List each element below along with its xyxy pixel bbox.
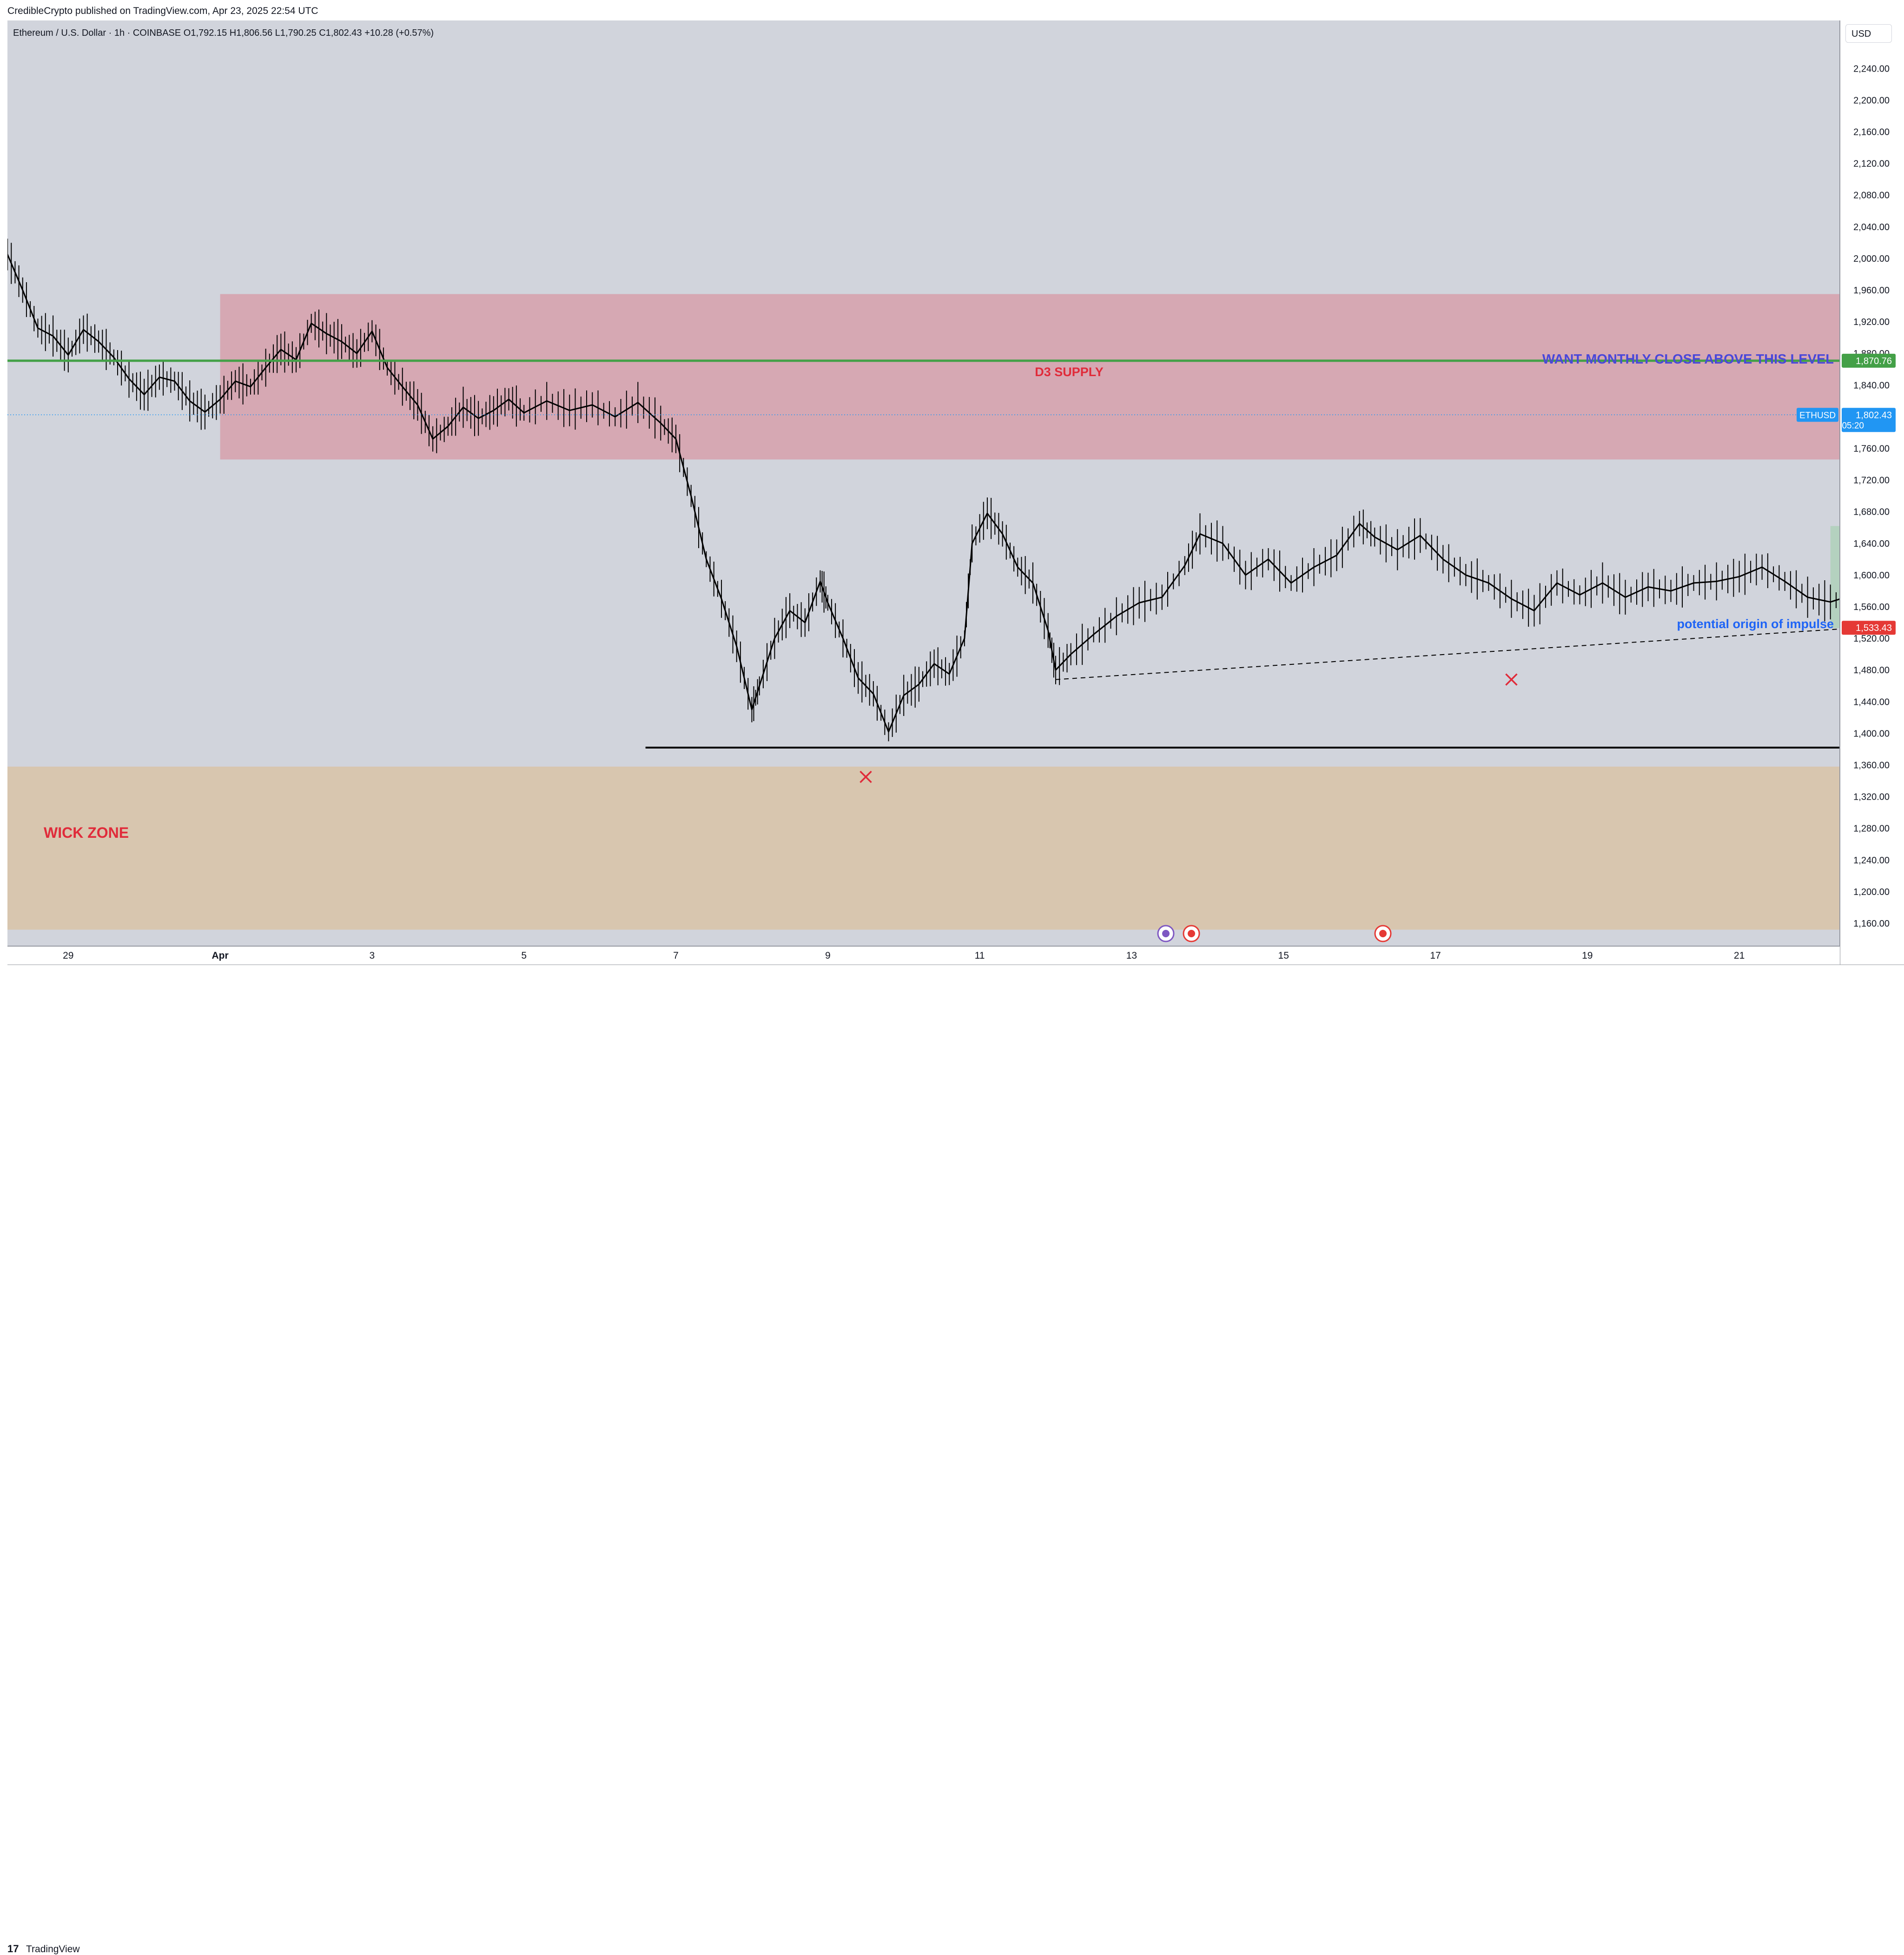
- origin-label: potential origin of impulse: [1677, 617, 1834, 631]
- candle-wicks: [7, 239, 1837, 742]
- x-tick-label: 13: [1126, 950, 1137, 961]
- y-tick-label: 1,960.00: [1853, 285, 1890, 296]
- y-tick-label: 1,440.00: [1853, 697, 1890, 707]
- y-tick-label: 1,160.00: [1853, 919, 1890, 929]
- y-tick-label: 2,080.00: [1853, 191, 1890, 201]
- event-icon-dot-2: [1379, 930, 1387, 937]
- currency-selector[interactable]: USD: [1845, 24, 1892, 43]
- tradingview-logo-icon: 17: [7, 1943, 19, 1955]
- price-label-sub: 05:20: [1842, 421, 1864, 431]
- x-tick-label: 17: [1430, 950, 1441, 961]
- x-tick-label: 19: [1582, 950, 1593, 961]
- zone-1: [1830, 526, 1840, 628]
- y-tick-label: 1,520.00: [1853, 634, 1890, 644]
- y-tick-label: 1,280.00: [1853, 824, 1890, 834]
- y-tick-label: 1,840.00: [1853, 380, 1890, 391]
- x-tick-label: Apr: [212, 950, 229, 961]
- price-axis-bg: [1840, 20, 1904, 946]
- zone-label-supply: D3 SUPPLY: [1035, 365, 1104, 379]
- x-tick-label: 29: [63, 950, 73, 961]
- x-tick-label: 5: [521, 950, 527, 961]
- y-tick-label: 1,680.00: [1853, 507, 1890, 517]
- price-label-2: 1,533.43: [1856, 623, 1892, 633]
- price-chart[interactable]: D3 SUPPLY WICK ZONE WANT MONTHLY CLOSE ABO…: [0, 0, 1904, 993]
- chart-legend: Ethereum / U.S. Dollar · 1h · COINBASE O…: [13, 28, 434, 38]
- price-label-bg-2: [1842, 621, 1896, 635]
- y-tick-label: 2,040.00: [1853, 222, 1890, 232]
- tradingview-brand: TradingView: [26, 1944, 80, 1955]
- x-tick-label: 9: [825, 950, 831, 961]
- price-label-0: 1,870.76: [1856, 356, 1892, 366]
- x-marker-0-b: [1505, 673, 1518, 686]
- y-tick-label: 1,720.00: [1853, 476, 1890, 486]
- zone-label-wick: WICK ZONE: [44, 824, 129, 841]
- price-label-bg-1: [1842, 408, 1896, 432]
- x-marker-1-b: [859, 770, 872, 783]
- symbol-tag-bg: [1797, 408, 1838, 422]
- y-tick-label: 1,360.00: [1853, 761, 1890, 771]
- y-tick-label: 2,000.00: [1853, 254, 1890, 264]
- y-tick-label: 1,320.00: [1853, 792, 1890, 802]
- y-tick-label: 2,200.00: [1853, 95, 1890, 106]
- y-tick-label: 2,160.00: [1853, 127, 1890, 138]
- y-tick-label: 1,920.00: [1853, 317, 1890, 327]
- y-tick-label: 1,560.00: [1853, 602, 1890, 612]
- plot-area: [7, 239, 1840, 930]
- x-tick-label: 11: [975, 950, 985, 961]
- y-tick-label: 2,240.00: [1853, 64, 1890, 74]
- x-tick-label: 21: [1734, 950, 1745, 961]
- y-tick-label: 2,120.00: [1853, 159, 1890, 169]
- price-label-bg-0: [1842, 353, 1896, 368]
- y-tick-label: 1,400.00: [1853, 729, 1890, 739]
- y-tick-label: 1,240.00: [1853, 855, 1890, 866]
- footer-bar: 17 TradingView: [0, 969, 1904, 1955]
- symbol-tag: ETHUSD: [1799, 411, 1836, 420]
- header-bar: CredibleCrypto published on TradingView.…: [0, 0, 1904, 20]
- x-tick-label: 7: [673, 950, 679, 961]
- x-tick-label: 15: [1278, 950, 1289, 961]
- event-icon-dot-1: [1188, 930, 1195, 937]
- zone-2: [7, 766, 1840, 930]
- y-tick-label: 1,480.00: [1853, 665, 1890, 676]
- publish-caption: CredibleCrypto published on TradingView.…: [7, 6, 318, 16]
- trend-line: [1055, 628, 1840, 680]
- zone-0: [220, 294, 1840, 460]
- y-tick-label: 1,600.00: [1853, 570, 1890, 581]
- price-label-1: 1,802.43: [1856, 410, 1892, 420]
- y-tick-label: 1,760.00: [1853, 444, 1890, 454]
- time-axis-bg: [7, 946, 1840, 965]
- y-tick-label: 1,200.00: [1853, 887, 1890, 897]
- monthly-close-level-label: WANT MONTHLY CLOSE ABOVE THIS LEVEL: [1542, 352, 1834, 367]
- x-tick-label: 3: [370, 950, 375, 961]
- y-tick-label: 1,640.00: [1853, 539, 1890, 549]
- event-icon-dot-0: [1162, 930, 1170, 937]
